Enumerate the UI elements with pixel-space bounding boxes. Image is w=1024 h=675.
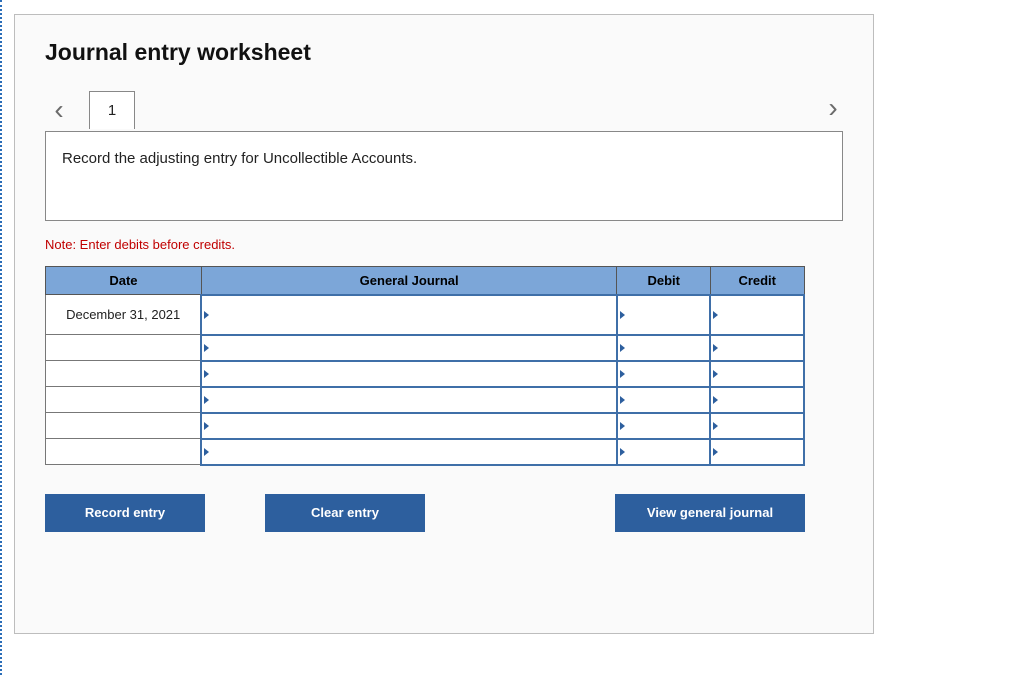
button-row: Record entry Clear entry View general jo… <box>45 494 805 532</box>
instruction-box: Record the adjusting entry for Uncollect… <box>45 131 843 221</box>
general-journal-cell[interactable] <box>201 335 617 361</box>
next-entry-icon[interactable]: › <box>819 94 847 122</box>
clear-entry-button[interactable]: Clear entry <box>265 494 425 532</box>
debit-cell[interactable] <box>617 439 711 465</box>
instruction-text: Record the adjusting entry for Uncollect… <box>62 150 417 167</box>
credit-cell[interactable] <box>710 387 804 413</box>
date-cell[interactable] <box>46 387 202 413</box>
table-header-row: Date General Journal Debit Credit <box>46 267 805 295</box>
general-journal-cell[interactable] <box>201 413 617 439</box>
date-cell[interactable] <box>46 413 202 439</box>
table-row <box>46 413 805 439</box>
table-row <box>46 361 805 387</box>
table-row <box>46 387 805 413</box>
debit-cell[interactable] <box>617 387 711 413</box>
journal-table: Date General Journal Debit Credit Decemb… <box>45 266 805 466</box>
left-border-dotted <box>0 0 6 675</box>
credit-cell[interactable] <box>710 335 804 361</box>
worksheet-panel: Journal entry worksheet ‹ 1 › Record the… <box>14 14 874 634</box>
date-cell[interactable] <box>46 335 202 361</box>
tab-entry-1[interactable]: 1 <box>89 91 135 129</box>
record-entry-button[interactable]: Record entry <box>45 494 205 532</box>
date-cell[interactable]: December 31, 2021 <box>46 295 202 335</box>
general-journal-cell[interactable] <box>201 387 617 413</box>
credit-cell[interactable] <box>710 295 804 335</box>
col-header-general-journal: General Journal <box>201 267 617 295</box>
date-cell[interactable] <box>46 439 202 465</box>
note-text: Note: Enter debits before credits. <box>45 237 843 252</box>
col-header-date: Date <box>46 267 202 295</box>
debit-cell[interactable] <box>617 413 711 439</box>
debit-cell[interactable] <box>617 335 711 361</box>
credit-cell[interactable] <box>710 413 804 439</box>
col-header-credit: Credit <box>710 267 804 295</box>
debit-cell[interactable] <box>617 361 711 387</box>
table-row <box>46 439 805 465</box>
tab-row: ‹ 1 › <box>45 88 843 132</box>
col-header-debit: Debit <box>617 267 711 295</box>
debit-cell[interactable] <box>617 295 711 335</box>
view-general-journal-button[interactable]: View general journal <box>615 494 805 532</box>
page-title: Journal entry worksheet <box>45 39 843 66</box>
table-row: December 31, 2021 <box>46 295 805 335</box>
prev-entry-icon[interactable]: ‹ <box>45 96 73 124</box>
general-journal-cell[interactable] <box>201 361 617 387</box>
date-cell[interactable] <box>46 361 202 387</box>
credit-cell[interactable] <box>710 439 804 465</box>
general-journal-cell[interactable] <box>201 439 617 465</box>
credit-cell[interactable] <box>710 361 804 387</box>
table-row <box>46 335 805 361</box>
general-journal-cell[interactable] <box>201 295 617 335</box>
